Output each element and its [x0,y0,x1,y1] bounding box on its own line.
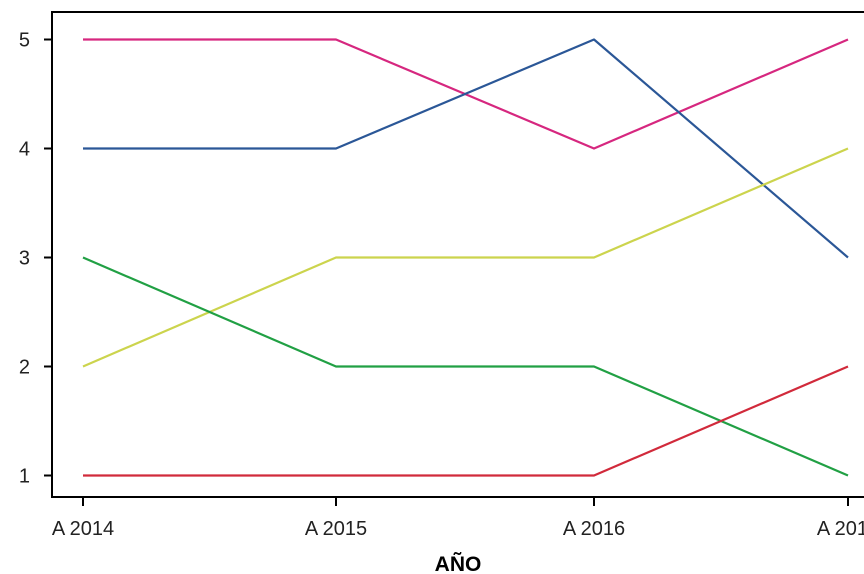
plot-frame [51,11,864,498]
y-tick-label: 2 [19,357,30,379]
y-tick-label: 1 [19,466,30,488]
y-tick-label: 4 [19,139,30,161]
x-axis: A 2014 A 2015 A 2016 A 2017 [52,497,864,540]
x-tick-label: A 2016 [563,518,625,540]
y-axis: 1 2 3 4 5 [19,30,52,488]
series-line-5 [83,365,849,477]
x-tick-label: A 2014 [52,518,114,540]
y-tick-label: 5 [19,30,30,52]
series-line-3 [82,147,849,368]
series-line-4 [82,256,849,477]
series-line-2 [83,38,849,259]
x-tick-label: A 2017 [817,518,864,540]
series-layer [82,38,849,477]
x-tick-label: A 2015 [305,518,367,540]
x-axis-title: AÑO [435,553,482,574]
y-tick-label: 3 [19,248,30,270]
